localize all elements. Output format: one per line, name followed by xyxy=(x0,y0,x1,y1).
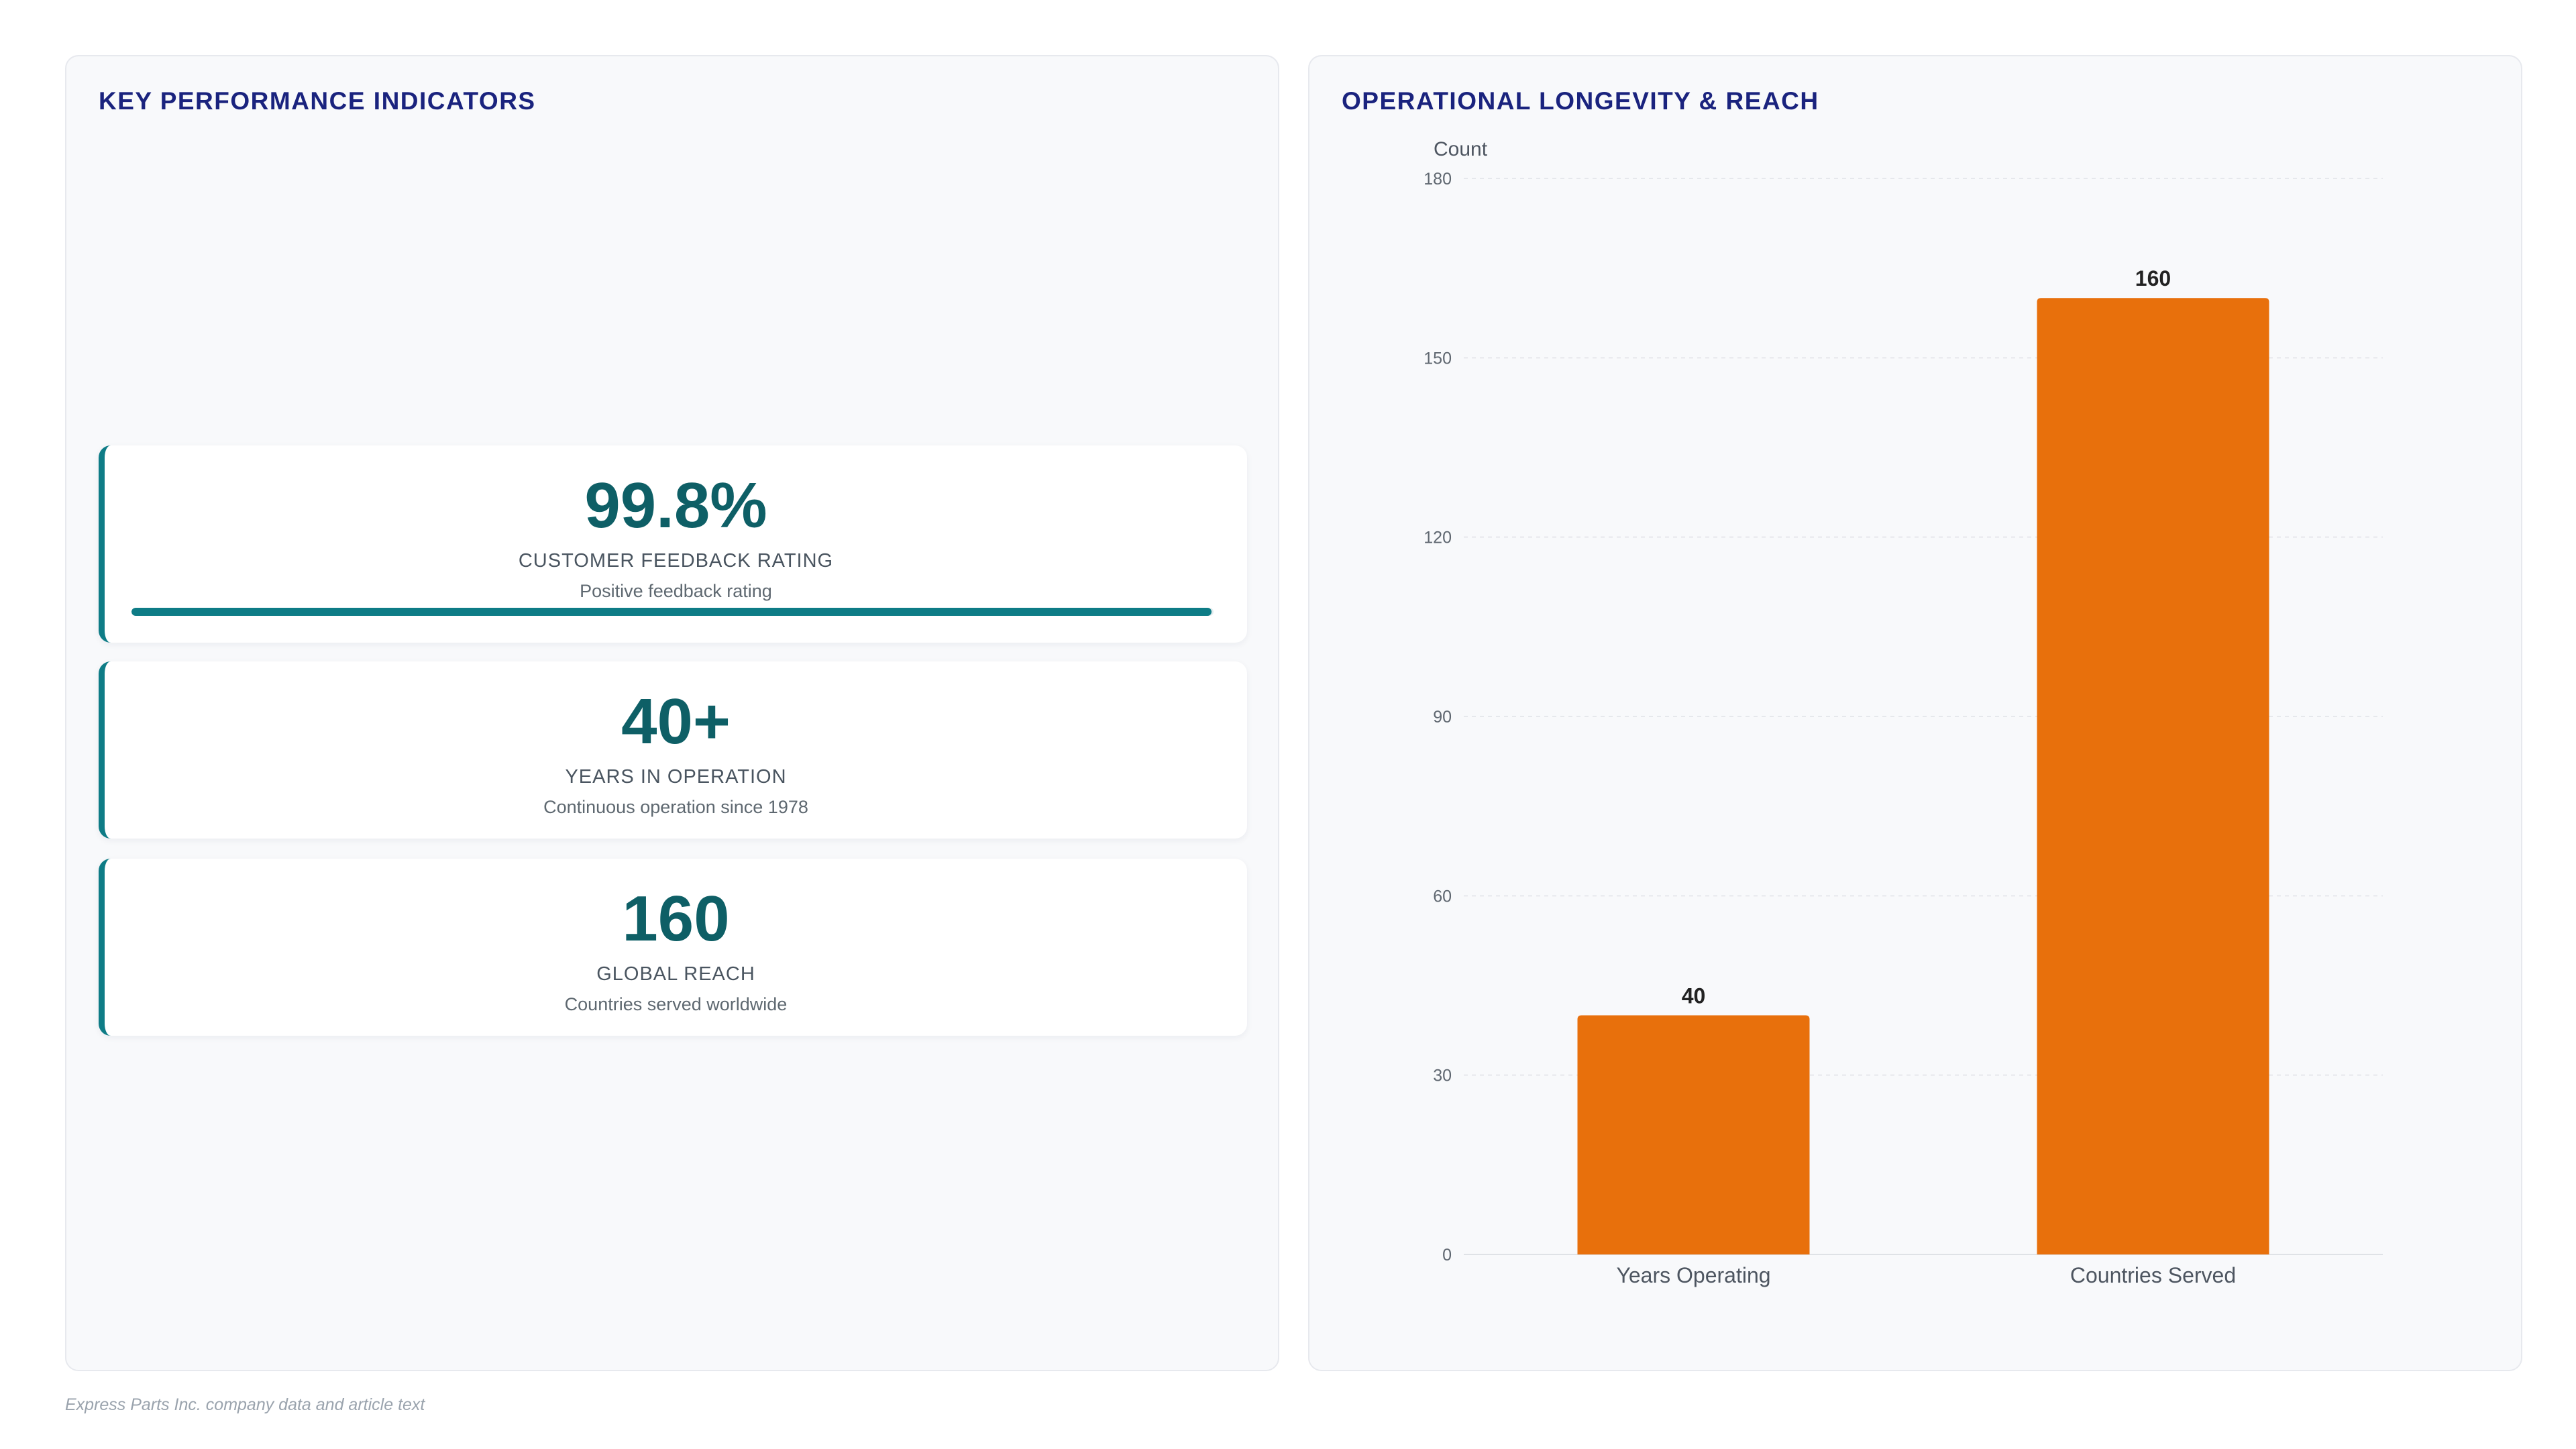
bar-chart: 0 30 60 90 120 150 180 Count 40 Years Operating 16… xyxy=(1424,138,2383,1287)
y-tick-label: 180 xyxy=(1424,170,1452,189)
chart-panel-title: OPERATIONAL LONGEVITY & REACH xyxy=(1342,87,1819,115)
kpi-description: Countries served worldwide xyxy=(564,994,788,1014)
kpi-panel-title: KEY PERFORMANCE INDICATORS xyxy=(99,87,536,115)
footnote: Express Parts Inc. company data and arti… xyxy=(65,1395,425,1414)
data-label: 160 xyxy=(2135,266,2171,290)
kpi-description: Positive feedback rating xyxy=(580,581,772,601)
x-tick-label: Years Operating xyxy=(1616,1263,1770,1287)
bar xyxy=(1577,1015,1810,1254)
y-tick-label: 0 xyxy=(1442,1246,1452,1265)
kpi-card-years: 40+ YEARS IN OPERATION Continuous operat… xyxy=(99,661,1247,839)
kpi-card-reach: 160 GLOBAL REACH Countries served worldw… xyxy=(99,859,1247,1036)
x-tick-label: Countries Served xyxy=(2070,1263,2236,1287)
y-axis-label: Count xyxy=(1434,138,1488,160)
kpi-value: 40+ xyxy=(621,686,731,757)
kpi-label: YEARS IN OPERATION xyxy=(565,766,787,788)
bar xyxy=(2037,298,2269,1255)
y-tick-label: 30 xyxy=(1433,1067,1452,1085)
y-tick-label: 90 xyxy=(1433,708,1452,727)
y-tick-label: 60 xyxy=(1433,887,1452,906)
kpi-label: GLOBAL REACH xyxy=(596,963,755,985)
kpi-card-feedback: 99.8% CUSTOMER FEEDBACK RATING Positive … xyxy=(99,445,1247,643)
kpi-description: Continuous operation since 1978 xyxy=(543,797,808,817)
chart-panel: OPERATIONAL LONGEVITY & REACH 0 30 60 90 120… xyxy=(1308,55,2522,1371)
kpi-value: 160 xyxy=(622,883,730,955)
data-label: 40 xyxy=(1682,984,1706,1008)
kpi-label: CUSTOMER FEEDBACK RATING xyxy=(518,550,834,572)
feedback-progress-fill xyxy=(131,608,1212,616)
kpi-panel: KEY PERFORMANCE INDICATORS 99.8% CUSTOME… xyxy=(65,55,1279,1371)
feedback-progress-bar xyxy=(131,608,1214,616)
y-tick-label: 150 xyxy=(1424,349,1452,368)
y-tick-label: 120 xyxy=(1424,529,1452,547)
kpi-value: 99.8% xyxy=(584,470,767,541)
